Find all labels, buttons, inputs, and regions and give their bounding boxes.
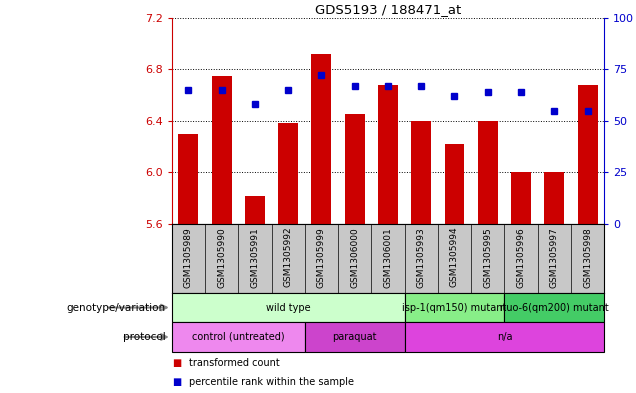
Bar xyxy=(178,134,198,224)
Text: n/a: n/a xyxy=(497,332,512,342)
Text: genotype/variation: genotype/variation xyxy=(66,303,165,312)
Bar xyxy=(404,322,604,352)
Text: GSM1306001: GSM1306001 xyxy=(384,227,392,288)
Text: ■: ■ xyxy=(172,358,181,367)
Bar xyxy=(278,123,298,224)
Bar xyxy=(245,196,265,224)
Text: isp-1(qm150) mutant: isp-1(qm150) mutant xyxy=(403,303,507,312)
Text: GSM1305992: GSM1305992 xyxy=(284,227,293,287)
Bar xyxy=(411,121,431,224)
Bar xyxy=(345,114,364,224)
Bar xyxy=(511,173,531,224)
Bar xyxy=(312,54,331,224)
Bar xyxy=(577,85,598,224)
Bar xyxy=(172,322,305,352)
Text: GSM1305999: GSM1305999 xyxy=(317,227,326,288)
Bar xyxy=(445,144,464,224)
Text: GSM1305993: GSM1305993 xyxy=(417,227,425,288)
Bar xyxy=(172,293,404,322)
Bar xyxy=(478,121,498,224)
Bar xyxy=(404,293,504,322)
Bar xyxy=(378,85,398,224)
Text: GSM1305989: GSM1305989 xyxy=(184,227,193,288)
Text: GSM1305996: GSM1305996 xyxy=(516,227,525,288)
Text: GSM1305994: GSM1305994 xyxy=(450,227,459,287)
Text: control (untreated): control (untreated) xyxy=(192,332,284,342)
Text: protocol: protocol xyxy=(123,332,165,342)
Text: GSM1305995: GSM1305995 xyxy=(483,227,492,288)
Text: GSM1306000: GSM1306000 xyxy=(350,227,359,288)
Text: GSM1305998: GSM1305998 xyxy=(583,227,592,288)
Text: GSM1305991: GSM1305991 xyxy=(251,227,259,288)
Title: GDS5193 / 188471_at: GDS5193 / 188471_at xyxy=(315,4,461,17)
Text: nuo-6(qm200) mutant: nuo-6(qm200) mutant xyxy=(500,303,609,312)
Bar xyxy=(544,173,564,224)
Bar xyxy=(212,76,232,224)
Text: percentile rank within the sample: percentile rank within the sample xyxy=(189,377,354,387)
Text: transformed count: transformed count xyxy=(189,358,280,367)
Bar xyxy=(305,322,404,352)
Text: ■: ■ xyxy=(172,377,181,387)
Bar xyxy=(504,293,604,322)
Text: paraquat: paraquat xyxy=(333,332,377,342)
Text: wild type: wild type xyxy=(266,303,310,312)
Text: GSM1305997: GSM1305997 xyxy=(550,227,559,288)
Text: GSM1305990: GSM1305990 xyxy=(217,227,226,288)
